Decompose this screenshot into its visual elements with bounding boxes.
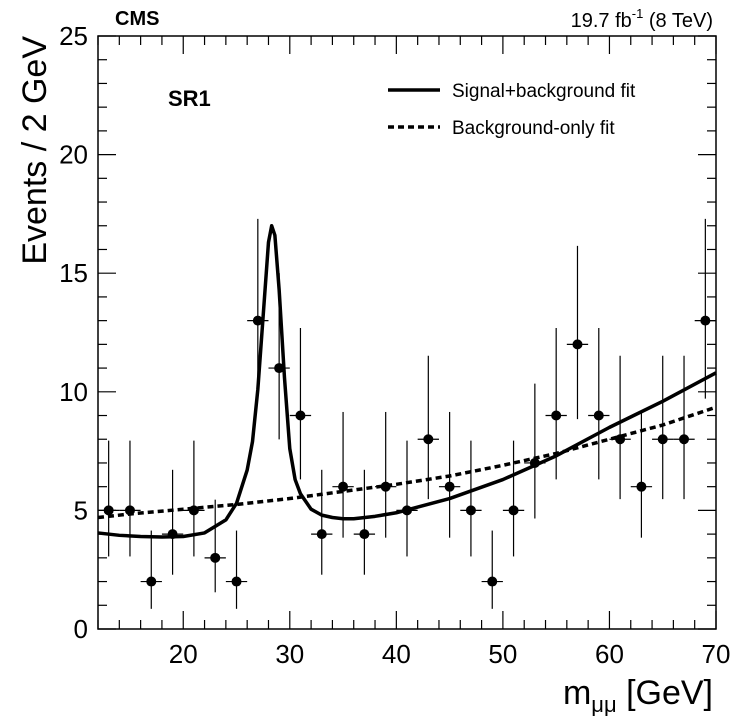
x-tick-label: 30 <box>275 639 304 669</box>
data-point <box>380 481 391 492</box>
x-tick-label: 70 <box>702 639 731 669</box>
data-point <box>572 339 583 350</box>
data-point <box>593 410 604 421</box>
x-axis-title-subscript: μμ <box>591 692 616 717</box>
x-tick-label: 50 <box>488 639 517 669</box>
luminosity-value: 19.7 fb <box>571 10 632 32</box>
data-point <box>679 434 690 445</box>
luminosity-label: 19.7 fb-1 (8 TeV) <box>571 6 713 32</box>
plot-area: 20 30 40 50 60 70 0 5 10 15 20 25 <box>59 21 730 669</box>
data-point <box>700 315 711 326</box>
data-point <box>508 505 519 516</box>
data-point <box>295 410 306 421</box>
data-point <box>188 505 199 516</box>
legend-label-background: Background-only fit <box>452 118 615 139</box>
energy-label: (8 TeV) <box>643 10 713 32</box>
region-label: SR1 <box>168 86 211 111</box>
data-point <box>636 481 647 492</box>
luminosity-exponent: -1 <box>632 6 644 21</box>
data-point <box>551 410 562 421</box>
y-tick-label: 25 <box>59 21 88 51</box>
y-tick-label: 5 <box>74 495 88 525</box>
data-point <box>657 434 668 445</box>
data-point <box>338 481 349 492</box>
data-point <box>615 434 626 445</box>
legend: Signal+background fit Background-only fi… <box>388 81 636 139</box>
experiment-label: CMS <box>115 8 159 30</box>
x-axis-title: mμμ [GeV] <box>563 674 713 717</box>
plot-frame <box>97 35 717 630</box>
data-point <box>423 434 434 445</box>
y-tick-label: 10 <box>59 377 88 407</box>
data-point <box>167 529 178 540</box>
x-tick-label: 20 <box>169 639 198 669</box>
data-point <box>316 529 327 540</box>
x-axis-title-main: m <box>563 674 591 712</box>
data-point <box>465 505 476 516</box>
data-point <box>252 315 263 326</box>
x-tick-label: 60 <box>595 639 624 669</box>
background-only-fit-curve <box>97 405 717 520</box>
y-tick-label: 15 <box>59 258 88 288</box>
data-point <box>124 505 135 516</box>
data-point <box>359 529 370 540</box>
signal-plus-background-fit-curve <box>97 224 717 539</box>
data-point <box>274 363 285 374</box>
data-point <box>444 481 455 492</box>
x-axis-title-unit: [GeV] <box>617 674 713 712</box>
x-tick-label: 40 <box>382 639 411 669</box>
data-point <box>146 576 157 587</box>
y-axis-title: Events / 2 GeV <box>16 36 54 265</box>
data-point <box>210 552 221 563</box>
y-tick-label: 20 <box>59 140 88 170</box>
data-point <box>231 576 242 587</box>
data-point <box>103 505 114 516</box>
legend-label-signal: Signal+background fit <box>452 81 636 102</box>
data-point <box>487 576 498 587</box>
data-point <box>529 457 540 468</box>
data-point <box>402 505 412 516</box>
y-tick-label: 0 <box>74 614 88 644</box>
